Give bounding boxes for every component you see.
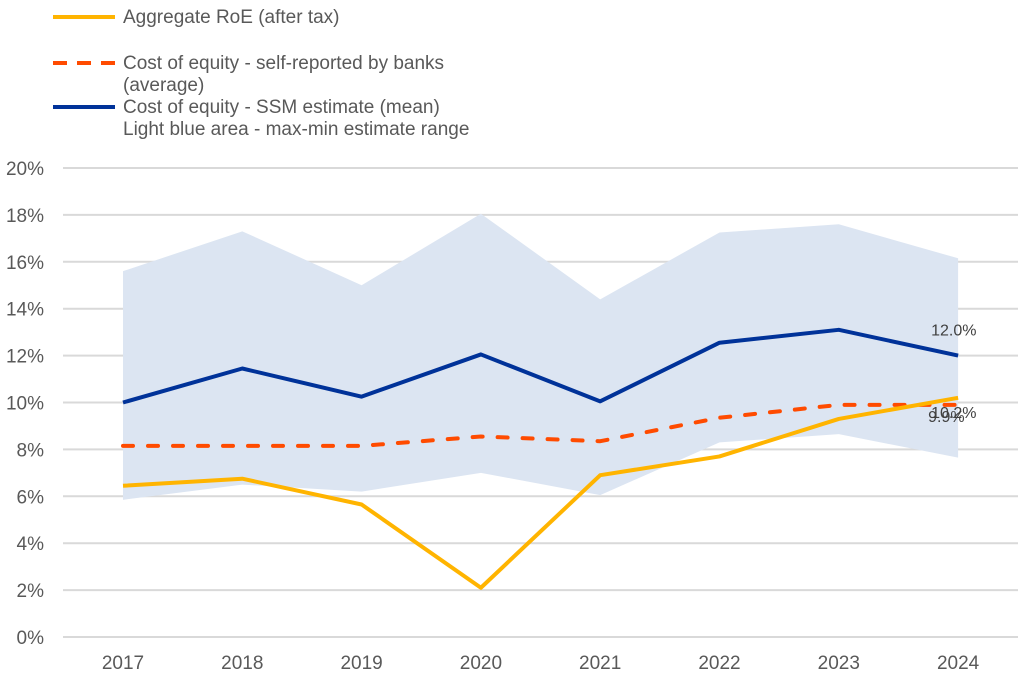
data-point-coe_ssm (837, 328, 841, 332)
y-tick-label: 18% (6, 206, 44, 227)
y-tick-label: 8% (17, 440, 45, 461)
x-tick-label: 2023 (818, 653, 860, 674)
data-point-coe_ssm (240, 366, 244, 370)
data-point-coe_self (240, 444, 244, 448)
x-tick-label: 2024 (937, 653, 980, 674)
y-tick-label: 0% (17, 628, 45, 649)
data-point-coe_self (121, 444, 125, 448)
series-lines (121, 327, 961, 590)
data-point-roe (479, 586, 483, 590)
data-point-coe_ssm (598, 399, 602, 403)
legend: Aggregate RoE (after tax) Cost of equity … (53, 7, 469, 140)
data-labels: 12.0% 10.2%9.9% (928, 323, 976, 426)
data-point-coe_ssm (718, 341, 722, 345)
data-point-roe (837, 417, 841, 421)
data-label-coe_self: 9.9% (928, 409, 964, 426)
data-point-roe (360, 503, 364, 507)
data-point-roe (718, 454, 722, 458)
series-line-coe_ssm (122, 327, 959, 405)
data-point-coe_self (479, 435, 483, 439)
y-tick-label: 16% (6, 253, 44, 274)
data-point-coe_ssm (479, 352, 483, 356)
data-label-coe_ssm: 12.0% (931, 323, 976, 340)
y-tick-label: 12% (6, 347, 44, 368)
x-tick-label: 2020 (460, 653, 502, 674)
y-tick-label: 14% (6, 300, 44, 321)
y-tick-label: 6% (17, 487, 45, 508)
legend-label-coe_self: (average) (123, 75, 204, 96)
y-tick-label: 10% (6, 394, 44, 415)
x-axis-ticks: 2017 2018 2019 2020 2021 2022 2023 2024 (102, 653, 980, 674)
range-band (123, 213, 959, 500)
data-point-coe_ssm (360, 395, 364, 399)
legend-label-coe_ssm: Cost of equity - SSM estimate (mean) (123, 97, 440, 118)
data-point-roe (121, 484, 125, 488)
max-min-range-area (123, 213, 959, 500)
legend-label-coe_self: Cost of equity - self-reported by banks (123, 53, 444, 74)
data-point-roe (956, 396, 960, 400)
data-point-coe_self (598, 439, 602, 443)
series-line-coe_self (121, 402, 961, 448)
y-axis-ticks: 0% 2% 4% 6% 8% 10% 12% 14% 16% 18% 20% (6, 159, 44, 649)
y-tick-label: 2% (17, 581, 45, 602)
y-tick-label: 20% (6, 159, 44, 180)
data-point-coe_ssm (956, 354, 960, 358)
data-point-coe_self (837, 403, 841, 407)
data-label-roe: 10.2% (931, 405, 976, 422)
data-point-coe_ssm (121, 401, 125, 405)
y-tick-label: 4% (17, 534, 45, 555)
x-tick-label: 2022 (698, 653, 740, 674)
x-tick-label: 2019 (340, 653, 382, 674)
data-point-roe (598, 473, 602, 477)
legend-label-coe_ssm: Light blue area - max-min estimate range (123, 119, 469, 140)
series-line-roe (122, 395, 959, 590)
x-tick-label: 2017 (102, 653, 144, 674)
data-point-coe_self (360, 444, 364, 448)
legend-label-roe: Aggregate RoE (after tax) (123, 7, 340, 28)
x-tick-label: 2018 (221, 653, 263, 674)
x-tick-label: 2021 (579, 653, 621, 674)
data-point-coe_self (718, 416, 722, 420)
data-point-roe (240, 477, 244, 481)
